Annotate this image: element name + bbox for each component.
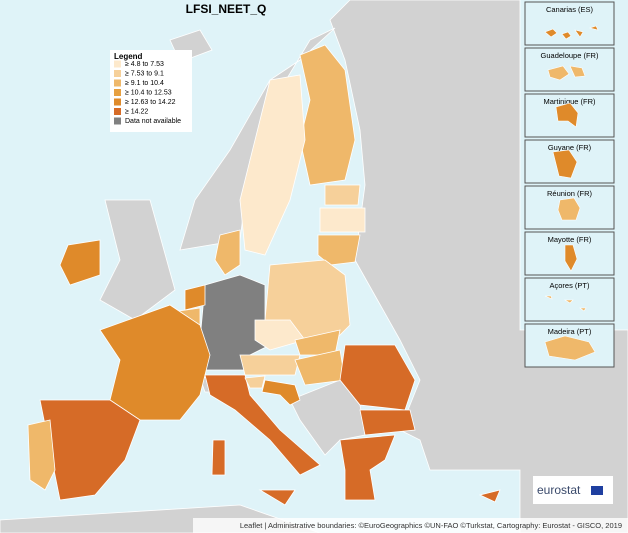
legend-label: ≥ 14.22 [125,108,148,115]
inset-shape [547,65,586,81]
map-title: LFSI_NEET_Q [186,2,267,16]
legend-label: ≥ 10.4 to 12.53 [125,89,172,96]
legend-title: Legend [114,52,143,61]
inset-label: Canarias (ES) [546,5,594,14]
logo: eurostat [537,483,581,497]
eu-flag [591,486,603,495]
legend-label: ≥ 12.63 to 14.22 [125,99,176,106]
legend-swatch [114,79,121,87]
attribution-box [193,518,628,533]
legend: Legend ≥ 4.8 to 7.53 ≥ 7.53 to 9.1 ≥ 9.1 t… [110,50,192,132]
inset-shape [564,244,578,272]
legend-swatch [114,89,121,96]
insets: Canarias (ES) Guadeloupe (FR) Martinique (… [524,1,615,368]
inset-label: Madeira (PT) [548,327,592,336]
inset-box [524,47,615,92]
inset-shape [555,102,579,128]
legend-label: ≥ 7.53 to 9.1 [125,70,164,77]
inset-shape [544,335,596,361]
inset-shape [544,295,587,312]
legend-swatch [114,98,121,106]
inset-label: Réunion (FR) [547,189,593,198]
legend-box [110,50,192,132]
inset-shape [544,25,599,40]
legend-label: Data not available [125,118,181,125]
attribution: Leaflet | Administrative boundaries: ©Eu… [240,521,622,530]
eu-countries[interactable] [27,44,501,506]
inset-shape [557,197,581,221]
inset-box [524,185,615,230]
inset-box [524,1,615,46]
inset-label: Guadeloupe (FR) [541,51,599,60]
inset-shape [552,149,578,179]
legend-swatch [114,70,121,77]
legend-swatch [114,108,121,115]
inset-box [524,277,615,322]
inset-label: Martinique (FR) [543,97,596,106]
legend-swatch [114,117,121,125]
legend-label: ≥ 4.8 to 7.53 [125,61,164,68]
legend-label: ≥ 9.1 to 10.4 [125,80,164,87]
inset-label: Mayotte (FR) [548,235,592,244]
inset-label: Açores (PT) [549,281,590,290]
inset-label: Guyane (FR) [548,143,592,152]
legend-swatch [114,60,121,68]
